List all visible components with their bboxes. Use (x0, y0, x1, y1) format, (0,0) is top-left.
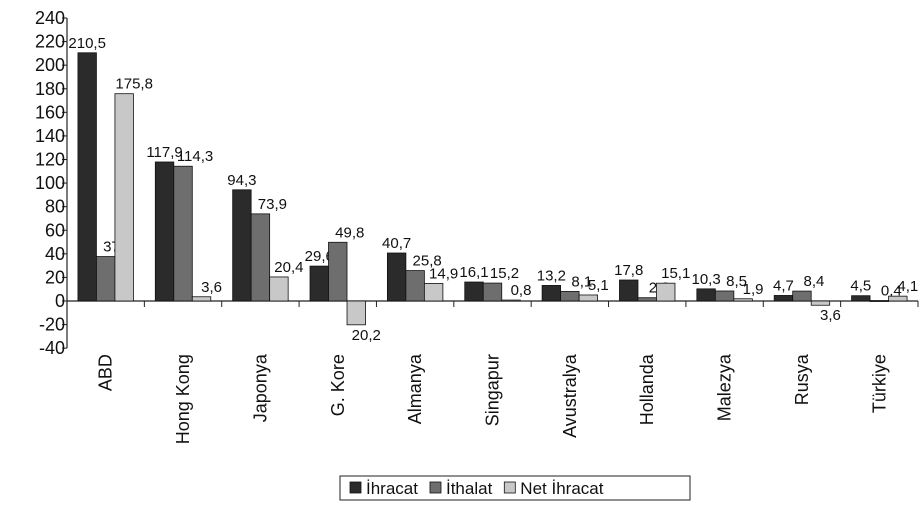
y-tick-label: 220 (35, 32, 65, 52)
y-tick-label: 80 (45, 197, 65, 217)
data-label: 94,3 (227, 172, 256, 189)
bar (656, 282, 676, 302)
x-tick-label: G. Kore (328, 354, 348, 416)
data-label: 15,1 (661, 265, 690, 282)
y-tick-label: 140 (35, 126, 65, 146)
data-label: 4,1 (897, 278, 918, 295)
data-label: 40,7 (382, 235, 411, 252)
legend-swatch (503, 481, 516, 494)
data-label: 175,8 (115, 76, 153, 93)
bar (346, 300, 366, 326)
bar (482, 282, 503, 302)
bar (309, 265, 329, 302)
bar (405, 270, 425, 302)
x-tick-label: Singapur (483, 354, 503, 426)
legend-swatch (349, 481, 362, 494)
y-tick-label: 40 (45, 244, 65, 264)
x-tick-label: Hong Kong (173, 354, 193, 444)
bar (869, 300, 889, 302)
bar (232, 189, 252, 302)
data-label: 1,9 (743, 281, 764, 298)
data-label: 3,6 (820, 307, 841, 324)
y-tick-label: 60 (45, 220, 65, 240)
bar (733, 298, 753, 302)
x-tick-label: Türkiye (869, 354, 889, 413)
data-label: 5,1 (588, 277, 609, 294)
bar (773, 295, 794, 302)
y-tick-label: 160 (35, 102, 65, 122)
bar (250, 213, 271, 302)
bar (191, 296, 212, 302)
bar (888, 295, 908, 302)
bar (173, 165, 193, 302)
x-tick-label: Avustralya (560, 353, 580, 438)
data-label: 4,7 (773, 277, 794, 294)
data-label: 14,9 (429, 265, 458, 282)
legend-label: Net İhracat (520, 479, 603, 498)
bar (560, 291, 580, 302)
bar (541, 285, 562, 302)
bar (386, 252, 407, 302)
data-label: 20,4 (274, 259, 303, 276)
x-tick-label: ABD (96, 354, 116, 391)
data-label: 17,8 (614, 262, 643, 279)
x-tick-label: Almanya (405, 353, 425, 424)
legend-swatch (429, 481, 442, 494)
bar (696, 288, 716, 302)
data-label: 114,3 (177, 148, 213, 165)
bar (114, 93, 134, 302)
data-label: 20,2 (352, 327, 381, 344)
bar (154, 161, 175, 302)
y-tick-label: 100 (35, 173, 65, 193)
x-tick-label: Malezya (715, 353, 735, 421)
y-tick-label: 0 (55, 291, 65, 311)
data-label: 4,5 (850, 278, 871, 295)
bar (77, 52, 97, 302)
data-label: 8,5 (726, 273, 747, 290)
data-label: 0,4 (881, 283, 902, 300)
bar (714, 290, 735, 302)
bar (578, 294, 599, 302)
data-label: 10,3 (691, 271, 720, 288)
data-label: 15,2 (490, 265, 519, 282)
y-tick-label: 200 (35, 55, 65, 75)
data-label: 8,4 (804, 273, 825, 290)
y-tick-label: -40 (39, 338, 65, 358)
data-label: 117,9 (146, 144, 182, 161)
data-label: 25,8 (413, 253, 442, 270)
bar (423, 283, 444, 302)
bar (637, 297, 657, 302)
data-label: 29,6 (305, 248, 334, 265)
data-label: 73,9 (258, 196, 287, 213)
bar (619, 279, 639, 302)
data-label: 3,6 (201, 279, 222, 296)
y-tick-label: 20 (45, 267, 65, 287)
bar (96, 256, 116, 302)
y-tick-label: 120 (35, 150, 65, 170)
bar (851, 295, 871, 302)
y-tick-label: -20 (39, 315, 65, 335)
bar (328, 241, 348, 302)
bar (792, 290, 812, 302)
x-tick-label: Rusya (792, 353, 812, 405)
data-label: 8,1 (571, 273, 592, 290)
bar (269, 276, 289, 302)
bar (501, 299, 521, 302)
legend-label: İthalat (446, 479, 493, 498)
y-tick-label: 240 (35, 8, 65, 28)
data-label: 0,8 (511, 282, 532, 299)
data-label: 49,8 (335, 224, 364, 241)
legend-label: İhracat (366, 479, 418, 498)
bar (810, 300, 831, 306)
bar (464, 281, 484, 302)
x-tick-label: Japonya (250, 353, 270, 422)
data-label: 13,2 (537, 267, 566, 284)
x-tick-label: Hollanda (637, 353, 657, 425)
data-label: 210,5 (68, 35, 106, 52)
y-tick-label: 180 (35, 79, 65, 99)
data-label: 16,1 (459, 264, 488, 281)
